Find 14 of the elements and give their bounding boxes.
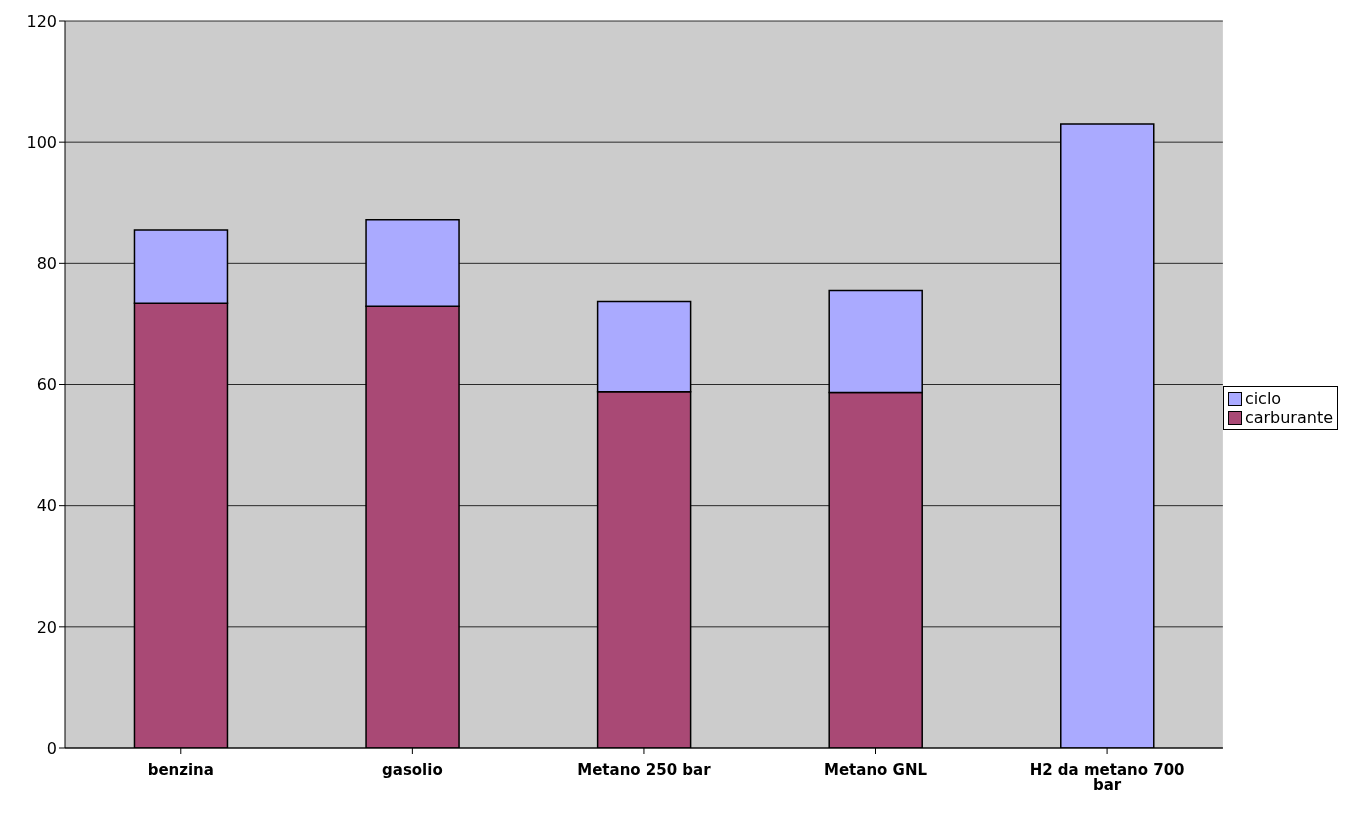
y-tick-label: 120 — [26, 11, 57, 31]
x-tick-label: gasolio — [382, 760, 443, 779]
y-tick-label: 40 — [36, 496, 57, 516]
legend-label: carburante — [1244, 408, 1333, 427]
y-tick-label: 60 — [36, 375, 57, 395]
x-tick-label: Metano GNL — [824, 760, 928, 779]
y-tick-label: 20 — [36, 617, 57, 637]
x-tick-label: H2 da metano 700 bar — [1029, 760, 1185, 794]
legend-label: ciclo — [1244, 389, 1282, 408]
x-tick-label: benzina — [147, 760, 214, 779]
y-tick-label: 100 — [26, 132, 57, 152]
y-tick-label: 0 — [46, 738, 57, 758]
x-tick-label: Metano 250 bar — [577, 760, 712, 779]
y-tick-label: 80 — [36, 254, 57, 274]
